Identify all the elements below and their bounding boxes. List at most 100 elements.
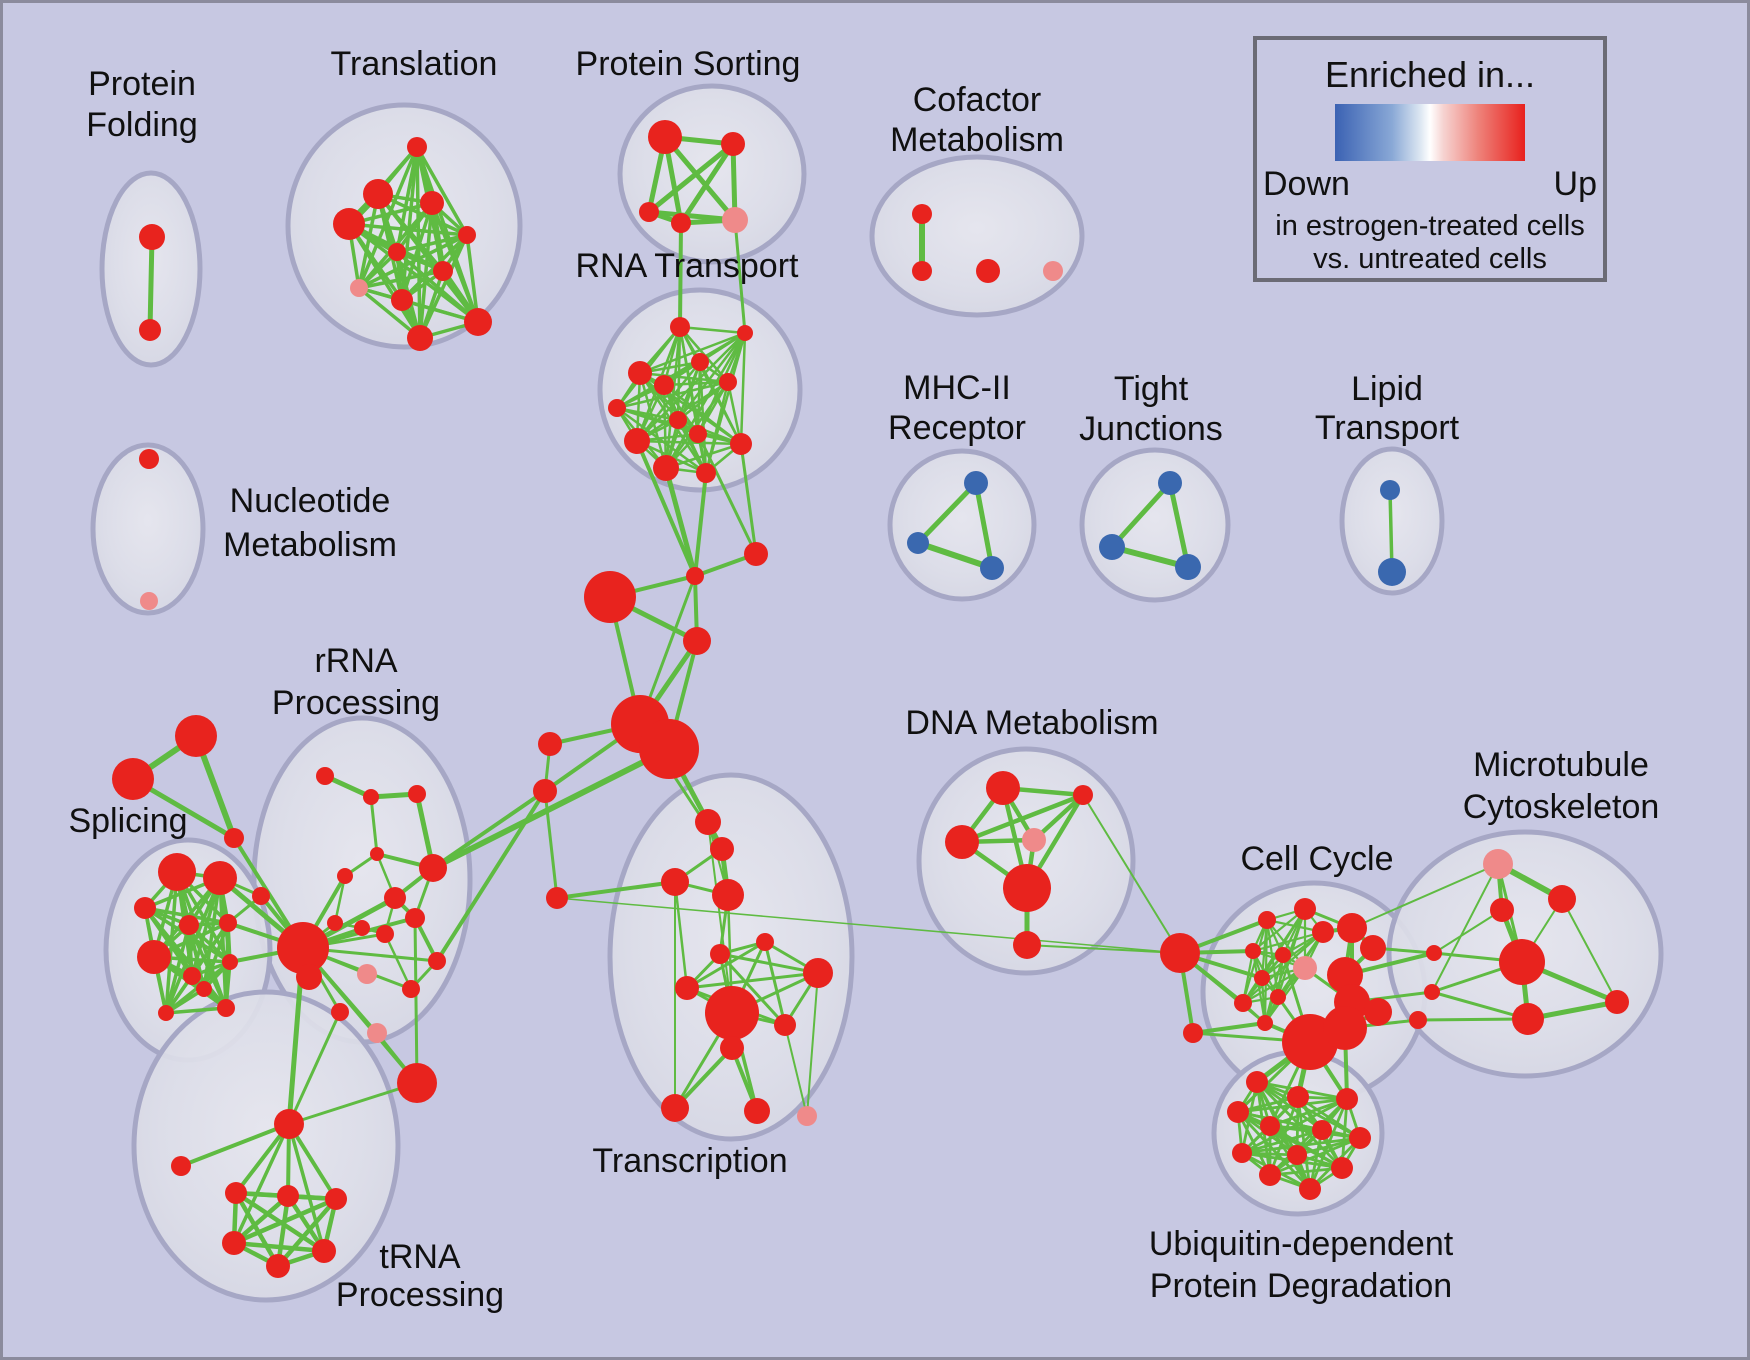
node-cc3 (1294, 898, 1316, 920)
edge (678, 221, 683, 329)
node-cc8 (1337, 913, 1367, 943)
node-c3 (1043, 261, 1063, 281)
node-rr9 (327, 915, 343, 931)
edge (763, 940, 787, 1027)
edge (638, 331, 747, 375)
network-nodes (112, 120, 1629, 1278)
node-p1 (721, 132, 745, 156)
node-rr5 (419, 854, 447, 882)
edge (1109, 544, 1191, 570)
node-j2 (1175, 554, 1201, 580)
edge (733, 218, 747, 335)
cluster-label-cell-cycle: Cell Cycle (1240, 840, 1393, 878)
edge (1268, 1166, 1344, 1177)
cluster-ellipse-nucleotide-metabolism (90, 442, 206, 616)
node-cc2 (1258, 911, 1276, 929)
node-s2 (134, 897, 156, 919)
node-cc17 (1323, 1006, 1367, 1050)
node-tn4 (312, 1239, 336, 1263)
node-tx10 (720, 1036, 744, 1060)
node-u8 (1287, 1145, 1307, 1165)
node-rr1 (363, 789, 379, 805)
edge (187, 923, 206, 991)
edge (395, 233, 469, 254)
node-rr11 (376, 925, 394, 943)
edge (1167, 480, 1191, 570)
edge (1191, 1021, 1267, 1035)
edge (638, 371, 730, 384)
node-r6 (608, 399, 626, 417)
node-tx11 (661, 1094, 689, 1122)
node-mt0 (1483, 849, 1513, 879)
node-m1 (744, 542, 768, 566)
node-s0 (158, 853, 196, 891)
node-tx8 (705, 986, 759, 1040)
node-rr0 (316, 767, 334, 785)
edge (1241, 930, 1325, 1005)
node-s9 (217, 999, 235, 1017)
node-u7 (1232, 1143, 1252, 1163)
edge (357, 233, 469, 290)
node-tni (171, 1156, 191, 1176)
edge (635, 439, 697, 578)
edge (1236, 1110, 1312, 1191)
edge (1268, 1136, 1362, 1177)
edge (556, 897, 1181, 954)
cluster-label-cofactor-metabolism: Cofactor Metabolism (890, 81, 1064, 159)
node-h2 (980, 556, 1004, 580)
node-mb1 (1424, 984, 1440, 1000)
node-m6 (538, 732, 562, 756)
node-m2 (584, 571, 636, 623)
edge (347, 222, 469, 237)
edge (915, 540, 995, 571)
node-t0 (407, 137, 427, 157)
node-d2 (945, 825, 979, 859)
node-rrh (277, 922, 329, 974)
edge (465, 233, 480, 324)
edge (1430, 990, 1530, 1021)
node-cc18 (1364, 998, 1392, 1026)
node-rr4 (337, 868, 353, 884)
node-rr10 (354, 920, 370, 936)
edge (663, 465, 698, 579)
node-c0 (912, 204, 932, 224)
edge (1240, 1136, 1362, 1155)
node-mt5 (1605, 990, 1629, 1014)
edge (635, 360, 702, 443)
node-tx13 (797, 1106, 817, 1126)
edge (1561, 898, 1618, 1003)
node-cc7 (1312, 921, 1334, 943)
node-pf1 (139, 319, 161, 341)
edge (333, 874, 347, 925)
node-sc (224, 828, 244, 848)
node-rr16 (331, 1003, 349, 1021)
edge (232, 1122, 291, 1245)
edge (1351, 863, 1499, 929)
node-tx12 (744, 1098, 770, 1124)
node-t2 (420, 191, 444, 215)
node-t4 (458, 226, 476, 244)
edge (147, 234, 155, 333)
edge (664, 442, 743, 470)
edge (287, 1081, 419, 1126)
node-cc9 (1360, 935, 1386, 961)
node-sb (112, 758, 154, 800)
cluster-label-trna-processing: tRNA Processing (336, 1238, 504, 1314)
node-c2 (976, 259, 1000, 283)
node-mt2 (1490, 898, 1514, 922)
node-s3 (179, 915, 199, 935)
node-d4 (1003, 864, 1051, 912)
node-s8 (196, 981, 212, 997)
edge (693, 471, 708, 578)
node-r9 (689, 425, 707, 443)
edge (662, 380, 730, 387)
node-u3 (1227, 1101, 1249, 1123)
node-d1 (1073, 785, 1093, 805)
node-m7 (533, 779, 557, 803)
node-s6 (183, 967, 201, 985)
edge (418, 201, 434, 340)
node-s5 (137, 940, 171, 974)
node-tn3 (222, 1231, 246, 1255)
